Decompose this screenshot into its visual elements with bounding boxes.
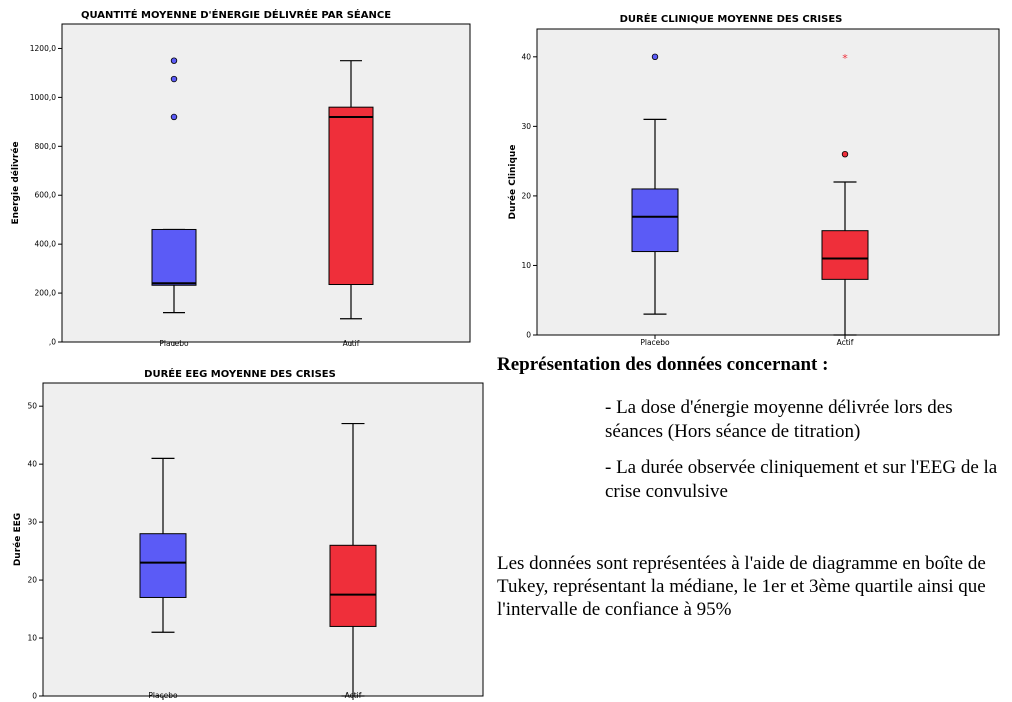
y-axis-label: Durée EEG: [12, 513, 23, 566]
eeg-duration-chart: DURÉE EEG MOYENNE DES CRISES 0 10 20 30 40 50 D…: [0, 362, 485, 702]
y-tick-label: ,0: [49, 338, 56, 347]
eeg-duration-boxplot: DURÉE EEG MOYENNE DES CRISES 0 10 20 30 40 50 D…: [12, 367, 484, 701]
chart-title: QUANTITÉ MOYENNE D'ÉNERGIE DÉLIVRÉE PAR …: [81, 8, 391, 21]
box-actif: [328, 106, 374, 286]
description-bullet-energy: - La dose d'énergie moyenne délivrée lor…: [605, 397, 953, 442]
y-tick-label: 40: [521, 52, 531, 61]
outlier-point: [651, 53, 659, 61]
y-tick-label: 1000,0: [30, 93, 56, 102]
description-paragraph: Les données sont représentées à l'aide d…: [497, 553, 986, 620]
y-tick-label: 10: [521, 261, 531, 270]
outlier-point: [170, 113, 178, 121]
clinical-duration-boxplot: DURÉE CLINIQUE MOYENNE DES CRISES 0 10 20 30…: [507, 12, 1000, 347]
plot-area: [61, 23, 471, 343]
x-tick-label: Actif: [343, 339, 360, 348]
clinical-duration-chart: DURÉE CLINIQUE MOYENNE DES CRISES 0 10 20 30…: [495, 0, 1012, 350]
description-panel: Représentation des données concernant : …: [497, 354, 1007, 621]
energy-chart: QUANTITÉ MOYENNE D'ÉNERGIE DÉLIVRÉE PAR …: [0, 0, 480, 355]
y-tick-label: 400,0: [35, 240, 57, 249]
outlier-point: [841, 150, 849, 158]
description-heading: Représentation des données concernant :: [497, 354, 829, 375]
y-tick-label: 1200,0: [30, 44, 56, 53]
y-tick-label: 30: [521, 122, 531, 131]
chart-title: DURÉE CLINIQUE MOYENNE DES CRISES: [620, 12, 843, 25]
x-tick-label: Placebo: [640, 338, 670, 347]
y-tick-label: 40: [27, 460, 37, 469]
description-bullet-duration: - La durée observée cliniquement et sur …: [605, 457, 998, 502]
x-tick-label: Placebo: [159, 339, 189, 348]
y-tick-label: 0: [526, 331, 531, 340]
chart-title: DURÉE EEG MOYENNE DES CRISES: [144, 367, 336, 380]
energy-boxplot: QUANTITÉ MOYENNE D'ÉNERGIE DÉLIVRÉE PAR …: [10, 8, 471, 348]
y-tick-label: 600,0: [35, 191, 57, 200]
y-tick-label: 30: [27, 518, 37, 527]
y-axis-label: Energie délivrée: [10, 141, 21, 224]
box-actif: [329, 544, 377, 627]
outlier-point: [170, 57, 178, 64]
plot-area: [42, 382, 484, 697]
y-tick-label: 10: [27, 634, 37, 643]
outlier-point: [170, 75, 178, 83]
box-placebo: [151, 228, 197, 286]
outlier-star: *: [842, 52, 848, 65]
y-tick-label: 800,0: [35, 142, 57, 151]
y-tick-label: 20: [521, 191, 531, 200]
box-actif: [821, 230, 869, 280]
box-placebo: [139, 533, 187, 598]
y-axis-label: Durée Clinique: [507, 145, 518, 220]
y-tick-label: 20: [27, 576, 37, 585]
x-tick-label: Placebo: [148, 691, 178, 700]
y-tick-label: 200,0: [35, 289, 57, 298]
y-tick-label: 0: [32, 692, 37, 701]
x-tick-label: Actif: [837, 338, 854, 347]
box-placebo: [631, 188, 679, 253]
y-tick-label: 50: [27, 402, 37, 411]
plot-area: [536, 28, 1000, 336]
